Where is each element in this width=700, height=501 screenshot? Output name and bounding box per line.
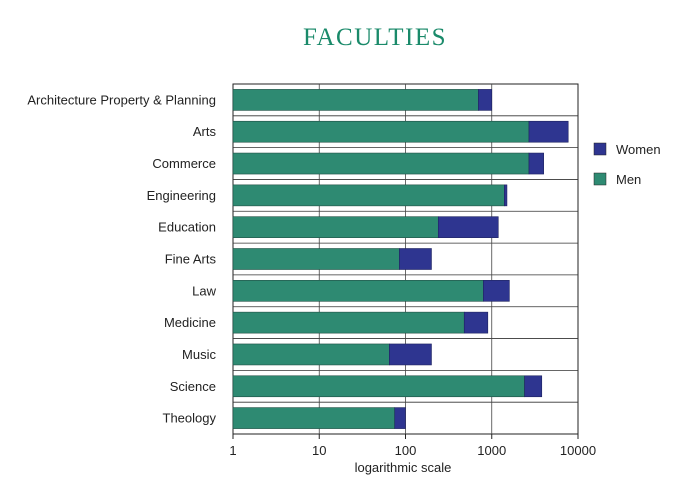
category-label: Education [158, 220, 216, 235]
legend-label-women: Women [616, 142, 661, 157]
category-label: Medicine [164, 315, 216, 330]
bar-women [399, 248, 432, 270]
bar-men [232, 248, 400, 270]
bar-men [232, 120, 530, 143]
bar-men [232, 311, 465, 334]
legend: Women Men [593, 142, 661, 187]
legend-label-men: Men [616, 172, 641, 187]
category-label: Science [170, 379, 216, 394]
category-label: Fine Arts [165, 252, 217, 267]
legend-swatch-men [593, 172, 607, 186]
bar-women [528, 152, 544, 175]
x-tick-label: 100 [395, 443, 417, 458]
bar-women [389, 343, 432, 366]
bar-women [524, 375, 543, 398]
bar-women [483, 280, 510, 302]
category-label: Commerce [152, 156, 216, 171]
bar-women [394, 407, 406, 429]
bar-women [528, 120, 569, 143]
category-label: Theology [163, 411, 217, 426]
x-tick-label: 1 [229, 443, 236, 458]
x-axis-label: logarithmic scale [355, 460, 452, 475]
x-tick-label: 10000 [560, 443, 596, 458]
category-label: Architecture Property & Planning [27, 92, 216, 107]
bar-men [232, 216, 439, 238]
bar-men [232, 184, 505, 207]
category-label: Engineering [147, 188, 216, 203]
bar-women [463, 311, 489, 334]
bar-men [232, 343, 390, 366]
legend-swatch-women [593, 142, 607, 156]
bar-women [504, 184, 508, 207]
category-label: Law [192, 283, 216, 298]
category-label: Arts [193, 124, 217, 139]
chart-title: FACULTIES [303, 24, 447, 51]
bar-men [232, 89, 479, 111]
bar-men [232, 280, 484, 302]
bar-women [437, 216, 499, 238]
bar-men [232, 375, 525, 398]
bar-men [232, 152, 530, 175]
x-tick-label: 1000 [477, 443, 506, 458]
bar-women [478, 89, 493, 111]
bar-men [232, 407, 396, 429]
plot-area: Architecture Property & Planning Arts Comm… [27, 83, 596, 458]
category-label: Music [182, 347, 216, 362]
x-tick-label: 10 [312, 443, 326, 458]
